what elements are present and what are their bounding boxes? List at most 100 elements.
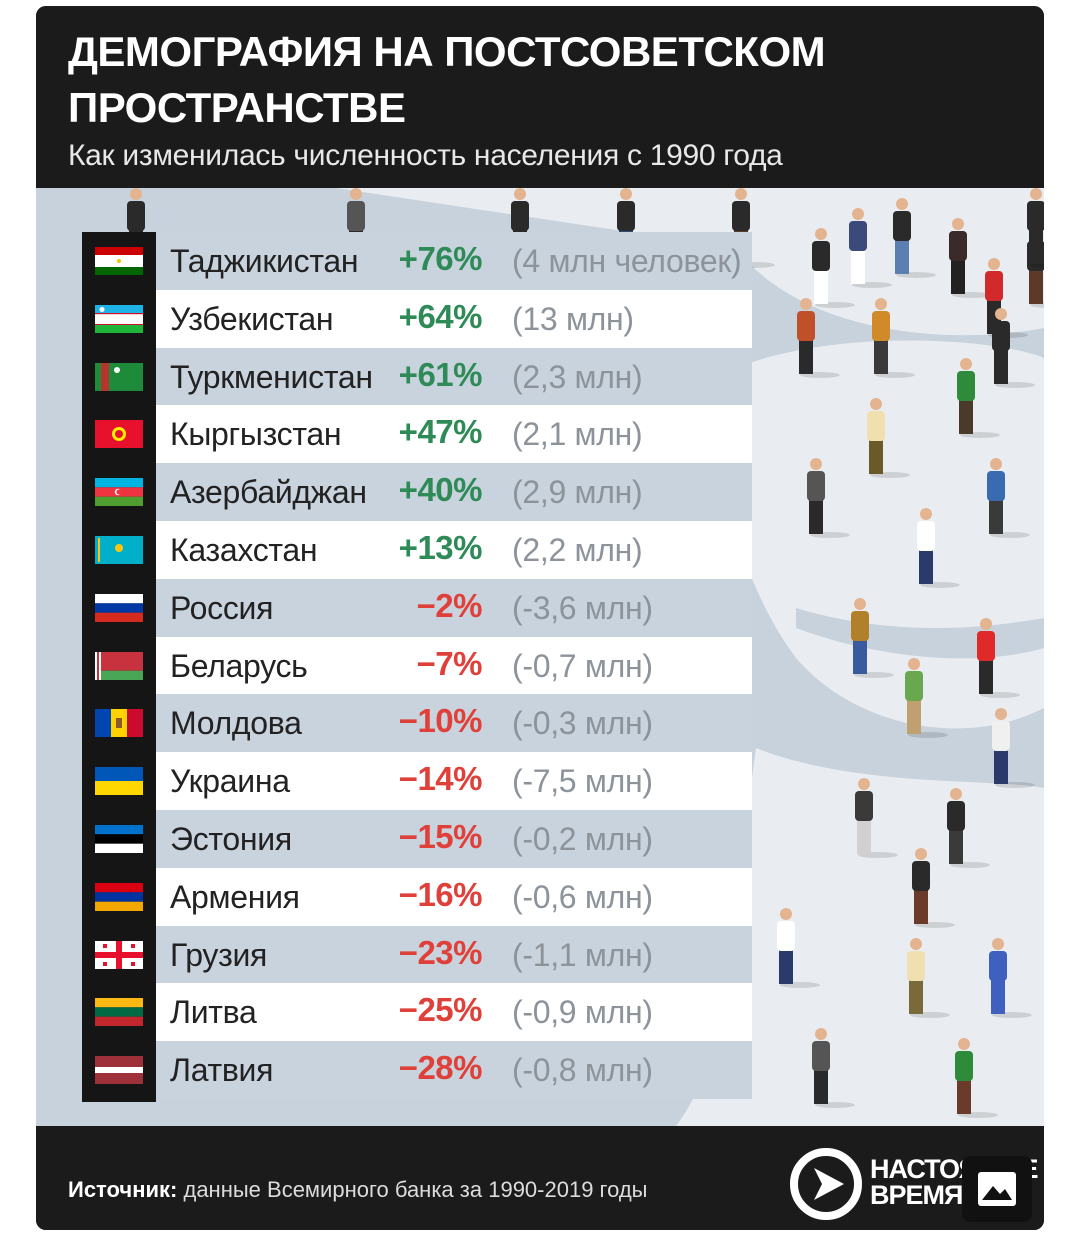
image-viewer-button[interactable] [962, 1156, 1032, 1222]
percent-change: −23% [398, 933, 483, 971]
georgia-flag [95, 940, 143, 969]
crowd-person [812, 1028, 855, 1108]
kazakhstan-flag [95, 536, 143, 564]
country-name: Таджикистан [170, 243, 359, 279]
row-background [156, 810, 752, 868]
table-row: Армения −16% (-0,6 млн) [82, 867, 752, 926]
crowd-person [867, 398, 910, 478]
table-row: Молдова −10% (-0,3 млн) [82, 694, 752, 753]
crowd-person [992, 308, 1035, 388]
absolute-change: (-0,6 млн) [512, 878, 653, 915]
source-text: данные Всемирного банка за 1990-2019 год… [183, 1177, 648, 1202]
kyrgyzstan-flag [95, 420, 143, 449]
turkmenistan-flag [95, 362, 143, 391]
table-row: Украина −14% (-7,5 млн) [82, 752, 752, 811]
armenia-flag [95, 882, 143, 911]
play-circle-icon [790, 1148, 862, 1220]
percent-change: −10% [398, 702, 483, 740]
absolute-change: (-0,9 млн) [512, 994, 653, 1031]
moldova-flag [95, 709, 143, 738]
absolute-change: (-0,2 млн) [512, 821, 653, 857]
source-note: Источник: данные Всемирного банка за 199… [68, 1176, 647, 1204]
absolute-change: (2,3 млн) [512, 358, 643, 395]
crowd-person [989, 938, 1032, 1018]
percent-change: −7% [416, 644, 483, 682]
table-row: Россия −2% (-3,6 млн) [82, 578, 752, 637]
country-name: Беларусь [170, 647, 308, 684]
percent-change: +61% [398, 355, 483, 393]
uzbekistan-flag [95, 304, 143, 333]
table-row: Грузия −23% (-1,1 млн) [82, 925, 752, 984]
footer: Источник: данные Всемирного банка за 199… [36, 1126, 1044, 1230]
absolute-change: (2,9 млн) [512, 474, 643, 511]
percent-change: −2% [416, 586, 483, 624]
absolute-change: (2,1 млн) [512, 416, 643, 453]
percent-change: +13% [398, 529, 483, 566]
country-name: Молдова [170, 705, 302, 742]
percent-change: −14% [398, 760, 483, 798]
country-name: Азербайджан [170, 474, 367, 511]
table-row: Туркменистан +61% (2,3 млн) [82, 347, 752, 406]
percent-change: +47% [398, 413, 483, 451]
crowd-person [912, 848, 955, 928]
row-background [156, 636, 752, 695]
row-background [156, 925, 752, 984]
row-background [156, 232, 752, 290]
percent-change: +40% [398, 471, 483, 509]
percent-change: +76% [398, 240, 483, 277]
tajikistan-flag [95, 247, 143, 275]
country-name: Украина [170, 763, 290, 800]
percent-change: −28% [398, 1049, 483, 1087]
row-background [156, 752, 752, 811]
percent-change: +64% [398, 297, 483, 335]
table-row: Латвия −28% (-0,8 млн) [82, 1041, 752, 1100]
crowd-person [797, 298, 840, 378]
country-name: Грузия [170, 936, 268, 973]
crowd-person [777, 908, 820, 988]
crowd-person [905, 658, 948, 738]
country-name: Эстония [170, 821, 292, 857]
latvia-flag [95, 1056, 143, 1085]
belarus-flag [95, 651, 143, 680]
crowd-person [957, 358, 1000, 438]
absolute-change: (-7,5 млн) [512, 763, 653, 800]
ukraine-flag [95, 767, 143, 796]
table-row: Узбекистан +64% (13 млн) [82, 289, 752, 348]
percent-change: −15% [398, 818, 483, 855]
row-background [156, 1041, 752, 1100]
country-name: Кыргызстан [170, 416, 342, 453]
table-row: Азербайджан +40% (2,9 млн) [82, 463, 752, 522]
crowd-illustration: Таджикистан +76% (4 млн человек) Узбекистан… [36, 188, 1044, 1126]
crowd-person [807, 458, 850, 538]
title-line-2: ПРОСТРАНСТВЕ [68, 84, 406, 131]
row-background [156, 463, 752, 522]
source-label: Источник: [68, 1177, 178, 1202]
table-row: Беларусь −7% (-0,7 млн) [82, 636, 752, 695]
header: ДЕМОГРАФИЯ НА ПОСТСОВЕТСКОМ ПРОСТРАНСТВЕ… [36, 6, 1044, 188]
row-background [156, 867, 752, 926]
absolute-change: (13 млн) [512, 300, 634, 337]
country-name: Россия [170, 589, 274, 626]
table-row: Казахстан +13% (2,2 млн) [82, 521, 752, 579]
absolute-change: (-0,8 млн) [512, 1052, 653, 1089]
crowd-person [893, 198, 936, 278]
crowd-person [949, 218, 992, 298]
crowd-figures [127, 188, 1044, 1118]
absolute-change: (-3,6 млн) [512, 589, 653, 626]
infographic-card: ДЕМОГРАФИЯ НА ПОСТСОВЕТСКОМ ПРОСТРАНСТВЕ… [36, 6, 1044, 1230]
row-background [156, 521, 752, 579]
table-row: Кыргызстан +47% (2,1 млн) [82, 405, 752, 464]
absolute-change: (-0,7 млн) [512, 647, 653, 684]
crowd-person [849, 208, 892, 288]
country-name: Армения [170, 878, 300, 915]
subtitle: Как изменилась численность населения с 1… [68, 139, 783, 172]
row-background [156, 578, 752, 637]
percent-change: −25% [398, 991, 483, 1029]
row-background [156, 347, 752, 406]
title-line-1: ДЕМОГРАФИЯ НА ПОСТСОВЕТСКОМ [68, 28, 826, 75]
absolute-change: (-1,1 млн) [512, 936, 653, 973]
crowd-person [977, 618, 1020, 698]
crowd-person [987, 458, 1030, 538]
absolute-change: (4 млн человек) [512, 243, 742, 279]
crowd-person [1027, 188, 1044, 268]
